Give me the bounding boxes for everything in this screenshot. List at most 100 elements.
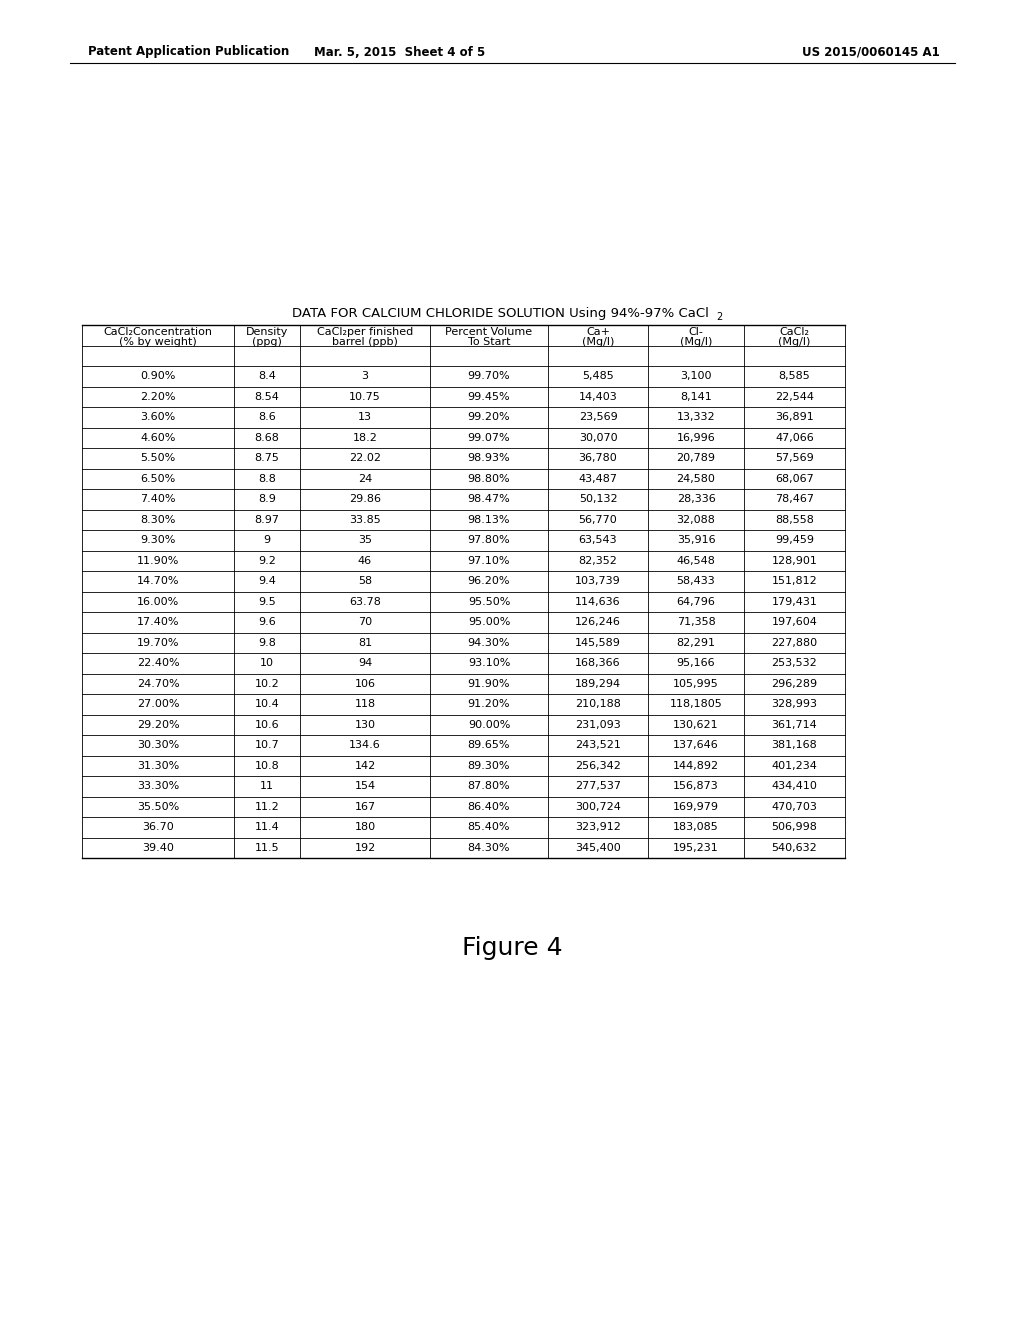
Text: 13,332: 13,332: [677, 412, 716, 422]
Text: 84.30%: 84.30%: [468, 842, 510, 853]
Text: 9.2: 9.2: [258, 556, 275, 566]
Text: 89.65%: 89.65%: [468, 741, 510, 750]
Text: 89.30%: 89.30%: [468, 760, 510, 771]
Text: 17.40%: 17.40%: [137, 618, 179, 627]
Text: 14.70%: 14.70%: [137, 577, 179, 586]
Text: 6.50%: 6.50%: [140, 474, 176, 483]
Text: 23,569: 23,569: [579, 412, 617, 422]
Text: 8.9: 8.9: [258, 494, 275, 504]
Text: 82,352: 82,352: [579, 556, 617, 566]
Text: 11: 11: [260, 781, 274, 791]
Text: 8.68: 8.68: [255, 433, 280, 442]
Text: CaCl₂Concentration: CaCl₂Concentration: [103, 327, 213, 337]
Text: 19.70%: 19.70%: [137, 638, 179, 648]
Text: 103,739: 103,739: [575, 577, 621, 586]
Text: 5.50%: 5.50%: [140, 453, 176, 463]
Text: 98.13%: 98.13%: [468, 515, 510, 525]
Text: 88,558: 88,558: [775, 515, 814, 525]
Text: 94: 94: [357, 659, 372, 668]
Text: 10.6: 10.6: [255, 719, 280, 730]
Text: 300,724: 300,724: [575, 801, 621, 812]
Text: 2.20%: 2.20%: [140, 392, 176, 401]
Text: 401,234: 401,234: [771, 760, 817, 771]
Text: 98.47%: 98.47%: [468, 494, 510, 504]
Text: 7.40%: 7.40%: [140, 494, 176, 504]
Text: 78,467: 78,467: [775, 494, 814, 504]
Text: 39.40: 39.40: [142, 842, 174, 853]
Text: 29.86: 29.86: [349, 494, 381, 504]
Text: 168,366: 168,366: [575, 659, 621, 668]
Text: 8.30%: 8.30%: [140, 515, 176, 525]
Text: 8.6: 8.6: [258, 412, 275, 422]
Text: 63.78: 63.78: [349, 597, 381, 607]
Text: 361,714: 361,714: [772, 719, 817, 730]
Text: 24,580: 24,580: [677, 474, 716, 483]
Text: 11.2: 11.2: [255, 801, 280, 812]
Text: 189,294: 189,294: [574, 678, 622, 689]
Text: 8,585: 8,585: [778, 371, 810, 381]
Text: 36,780: 36,780: [579, 453, 617, 463]
Text: 4.60%: 4.60%: [140, 433, 176, 442]
Text: 8.4: 8.4: [258, 371, 275, 381]
Text: Ca+: Ca+: [586, 327, 610, 337]
Text: (Mg/l): (Mg/l): [778, 337, 811, 347]
Text: 27.00%: 27.00%: [137, 700, 179, 709]
Text: 98.80%: 98.80%: [468, 474, 510, 483]
Text: 50,132: 50,132: [579, 494, 617, 504]
Text: Figure 4: Figure 4: [462, 936, 562, 960]
Text: 106: 106: [354, 678, 376, 689]
Text: 16,996: 16,996: [677, 433, 716, 442]
Text: Cl-: Cl-: [688, 327, 703, 337]
Text: CaCl₂: CaCl₂: [779, 327, 810, 337]
Text: 36.70: 36.70: [142, 822, 174, 832]
Text: (% by weight): (% by weight): [119, 337, 197, 347]
Text: 93.10%: 93.10%: [468, 659, 510, 668]
Text: 151,812: 151,812: [772, 577, 817, 586]
Text: 137,646: 137,646: [673, 741, 719, 750]
Text: 47,066: 47,066: [775, 433, 814, 442]
Text: 87.80%: 87.80%: [468, 781, 510, 791]
Text: 8.54: 8.54: [255, 392, 280, 401]
Text: Density: Density: [246, 327, 288, 337]
Text: 9.4: 9.4: [258, 577, 275, 586]
Text: 470,703: 470,703: [771, 801, 817, 812]
Text: 16.00%: 16.00%: [137, 597, 179, 607]
Text: 197,604: 197,604: [771, 618, 817, 627]
Text: 8.8: 8.8: [258, 474, 275, 483]
Text: 22,544: 22,544: [775, 392, 814, 401]
Text: 8.97: 8.97: [255, 515, 280, 525]
Text: 95,166: 95,166: [677, 659, 716, 668]
Text: 63,543: 63,543: [579, 535, 617, 545]
Text: barrel (ppb): barrel (ppb): [332, 337, 398, 347]
Text: 81: 81: [358, 638, 372, 648]
Text: 105,995: 105,995: [673, 678, 719, 689]
Text: 345,400: 345,400: [575, 842, 621, 853]
Text: 46: 46: [358, 556, 372, 566]
Text: 9: 9: [263, 535, 270, 545]
Text: 35,916: 35,916: [677, 535, 716, 545]
Text: 2: 2: [716, 312, 722, 322]
Text: 57,569: 57,569: [775, 453, 814, 463]
Text: US 2015/0060145 A1: US 2015/0060145 A1: [802, 45, 940, 58]
Text: 30.30%: 30.30%: [137, 741, 179, 750]
Text: 18.2: 18.2: [352, 433, 378, 442]
Text: 91.20%: 91.20%: [468, 700, 510, 709]
Text: 33.85: 33.85: [349, 515, 381, 525]
Text: 35: 35: [358, 535, 372, 545]
Text: 231,093: 231,093: [575, 719, 621, 730]
Text: DATA FOR CALCIUM CHLORIDE SOLUTION Using 94%-97% CaCl: DATA FOR CALCIUM CHLORIDE SOLUTION Using…: [292, 306, 709, 319]
Text: 10.2: 10.2: [255, 678, 280, 689]
Text: 94.30%: 94.30%: [468, 638, 510, 648]
Text: 99.07%: 99.07%: [468, 433, 510, 442]
Text: 5,485: 5,485: [582, 371, 613, 381]
Text: 145,589: 145,589: [575, 638, 621, 648]
Text: 43,487: 43,487: [579, 474, 617, 483]
Text: 183,085: 183,085: [673, 822, 719, 832]
Text: 10.4: 10.4: [255, 700, 280, 709]
Text: 99,459: 99,459: [775, 535, 814, 545]
Text: To Start: To Start: [468, 337, 510, 347]
Text: 126,246: 126,246: [575, 618, 621, 627]
Text: 33.30%: 33.30%: [137, 781, 179, 791]
Text: CaCl₂per finished: CaCl₂per finished: [316, 327, 413, 337]
Text: 32,088: 32,088: [677, 515, 716, 525]
